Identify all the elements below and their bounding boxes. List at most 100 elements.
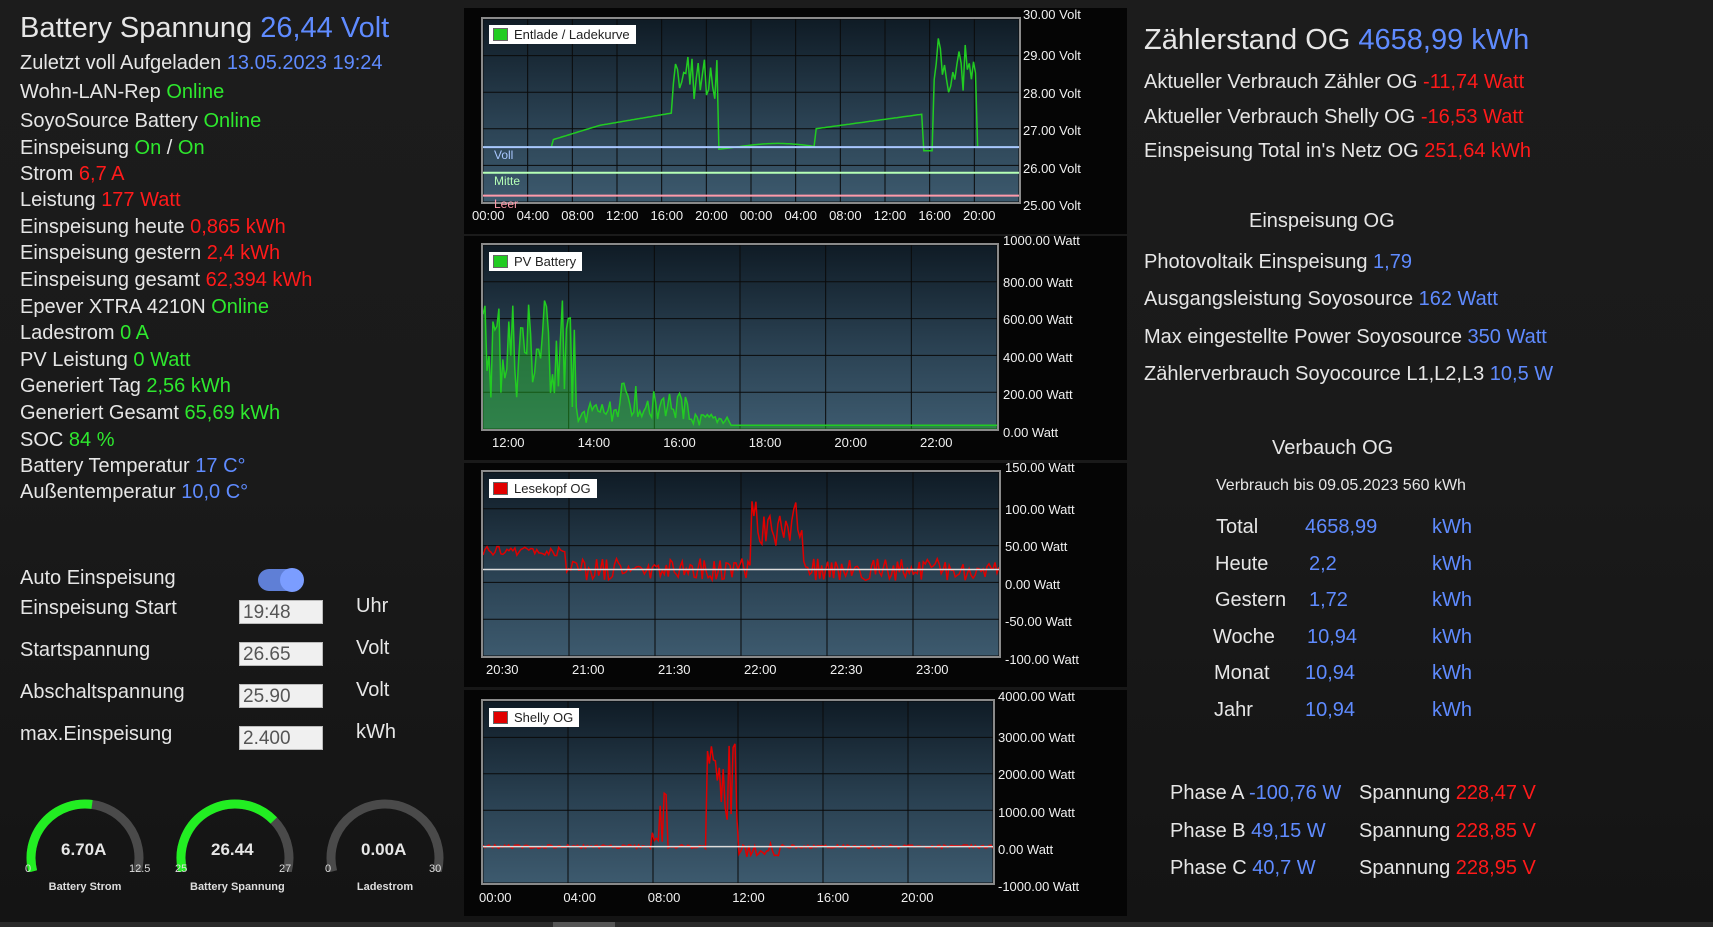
y-tick-label: -100.00 Watt <box>1005 652 1079 667</box>
x-tick-label: 20:00 <box>963 208 996 223</box>
usage-label: Gestern <box>1215 589 1287 611</box>
y-tick-label: 28.00 Volt <box>1023 85 1081 101</box>
x-tick-label: 12:00 <box>873 208 907 223</box>
x-tick-label: 08:00 <box>561 208 594 223</box>
y-tick-label: 26.00 Volt <box>1023 160 1081 176</box>
x-tick-label: 20:00 <box>901 890 934 905</box>
status-value: 10,0 <box>181 481 221 503</box>
gauge-max: 12.5 <box>129 863 151 875</box>
setting-unit: Volt <box>356 637 390 659</box>
y-tick-label: 29.00 Volt <box>1023 48 1081 64</box>
x-tick-label: 18:00 <box>748 435 782 450</box>
meter-label: Einspeisung Total in's Netz OG <box>1144 140 1419 162</box>
status-label: Battery Temperatur <box>20 455 190 477</box>
chart-legend[interactable]: Entlade / Ladekurve <box>489 25 636 44</box>
chart-legend[interactable]: Shelly OG <box>489 708 580 727</box>
meter-label: Aktueller Verbrauch Zähler OG <box>1144 71 1418 93</box>
legend-swatch <box>493 255 508 268</box>
status-row: Strom 6,7 A <box>20 163 125 186</box>
setting-input[interactable]: 26.65 <box>239 642 323 666</box>
y-tick-label: 1000.00 Watt <box>998 804 1075 820</box>
phase-voltage-row: Spannung 228,47 V <box>1359 782 1536 805</box>
horizontal-scrollbar[interactable] <box>0 922 1713 927</box>
scrollbar-thumb[interactable] <box>553 922 615 927</box>
setting-unit: Volt <box>356 679 390 701</box>
feed-label: Zählerverbrauch Soyocource L1,L2,L3 <box>1144 363 1485 385</box>
usage-value: 1,72 <box>1309 589 1348 611</box>
chart-legend[interactable]: PV Battery <box>489 252 583 271</box>
section-verbrauch-og: Verbauch OG <box>1272 437 1394 459</box>
phase-voltage-row: Spannung 228,95 V <box>1359 857 1536 880</box>
status-unit: kWh <box>240 242 281 264</box>
meter-label: Aktueller Verbrauch Shelly OG <box>1144 106 1416 128</box>
status-row: Einspeisung On / On <box>20 137 205 160</box>
y-tick-label: 4000.00 Watt <box>998 689 1075 704</box>
y-tick-label: 0.00 Watt <box>1003 425 1059 440</box>
y-tick-label: 150.00 Watt <box>1005 460 1075 475</box>
gauge-arc <box>26 799 144 872</box>
status-value: Online <box>211 296 270 318</box>
usage-label: Total <box>1216 516 1259 538</box>
status-row: Zuletzt voll Aufgeladen 13.05.2023 19:24 <box>20 52 383 75</box>
feed-row: Photovoltaik Einspeisung 1,79 <box>1144 251 1412 274</box>
status-value: 62,394 <box>205 269 267 291</box>
usage-label: Woche <box>1213 626 1275 648</box>
status-label: Einspeisung heute <box>20 216 185 238</box>
y-tick-label: 3000.00 Watt <box>998 730 1075 746</box>
chart-svg-c2 <box>483 245 997 429</box>
setting-unit: kWh <box>356 721 396 743</box>
status-value: 2,56 <box>146 375 186 397</box>
usage-value: 4658,99 <box>1305 516 1378 538</box>
setting-input[interactable]: 19:48 <box>239 600 323 624</box>
y-tick-label: 0.00 Watt <box>998 841 1054 857</box>
phase-row: Phase B 49,15 W <box>1170 820 1326 843</box>
status-row: SoyoSource Battery Online <box>20 110 261 133</box>
plot-area-c1 <box>481 17 1021 204</box>
y-tick-label: 800.00 Watt <box>1003 274 1073 290</box>
battery-voltage-title: Battery Spannung 26,44 Volt <box>20 12 390 44</box>
setting-label: Abschaltspannung <box>20 681 185 703</box>
status-unit: kWh <box>190 375 231 397</box>
legend-label: Lesekopf OG <box>514 481 591 496</box>
status-unit: C° <box>225 481 249 503</box>
gauge-max: 27 <box>279 863 292 875</box>
status-unit: Watt <box>150 349 191 371</box>
chart-legend[interactable]: Lesekopf OG <box>489 479 597 498</box>
setting-label: Einspeisung Start <box>20 597 177 619</box>
gauge-value: 26.44 <box>211 840 254 859</box>
x-tick-label: 04:00 <box>516 208 550 223</box>
y-tick-label: 30.00 Volt <box>1023 7 1081 22</box>
verbrauch-note: Verbrauch bis 09.05.2023 560 kWh <box>1216 477 1466 494</box>
status-label: Außentemperatur <box>20 481 176 503</box>
phase-voltage: 228,47 V <box>1455 782 1536 804</box>
x-tick-label: 00:00 <box>479 890 512 905</box>
legend-label: PV Battery <box>514 254 577 269</box>
status-value: 0 <box>133 349 145 371</box>
meter-value: 251,64 <box>1424 140 1486 162</box>
status-label: Einspeisung gesamt <box>20 269 201 291</box>
series-line <box>483 38 1019 152</box>
status-value: 6,7 <box>78 163 107 185</box>
chart-svg-c3 <box>483 472 999 656</box>
legend-label: Entlade / Ladekurve <box>514 27 630 42</box>
x-tick-label: 22:30 <box>830 662 863 677</box>
x-tick-label: 16:00 <box>816 890 850 905</box>
feed-row: Zählerverbrauch Soyocource L1,L2,L3 10,5… <box>1144 363 1553 386</box>
gauge-value: 6.70A <box>61 840 107 859</box>
x-tick-label: 16:00 <box>918 208 951 223</box>
status-row: Generiert Gesamt 65,69 kWh <box>20 402 280 425</box>
usage-unit: kWh <box>1432 699 1472 721</box>
x-tick-label: 00:00 <box>472 208 505 223</box>
status-label: SOC <box>20 429 64 451</box>
gauge-min: 0 <box>325 863 332 875</box>
plot-area-c4 <box>481 699 995 885</box>
auto-einspeisung-toggle[interactable] <box>258 568 304 592</box>
status-value-2: On <box>177 137 205 159</box>
meter-unit: Watt <box>1483 71 1525 93</box>
y-tick-label: 100.00 Watt <box>1005 501 1075 517</box>
status-label: Einspeisung <box>20 137 129 159</box>
setting-input[interactable]: 25.90 <box>239 684 323 708</box>
setting-input[interactable]: 2.400 <box>239 726 323 750</box>
status-label: Strom <box>20 163 74 185</box>
status-value: 0 <box>120 322 132 344</box>
